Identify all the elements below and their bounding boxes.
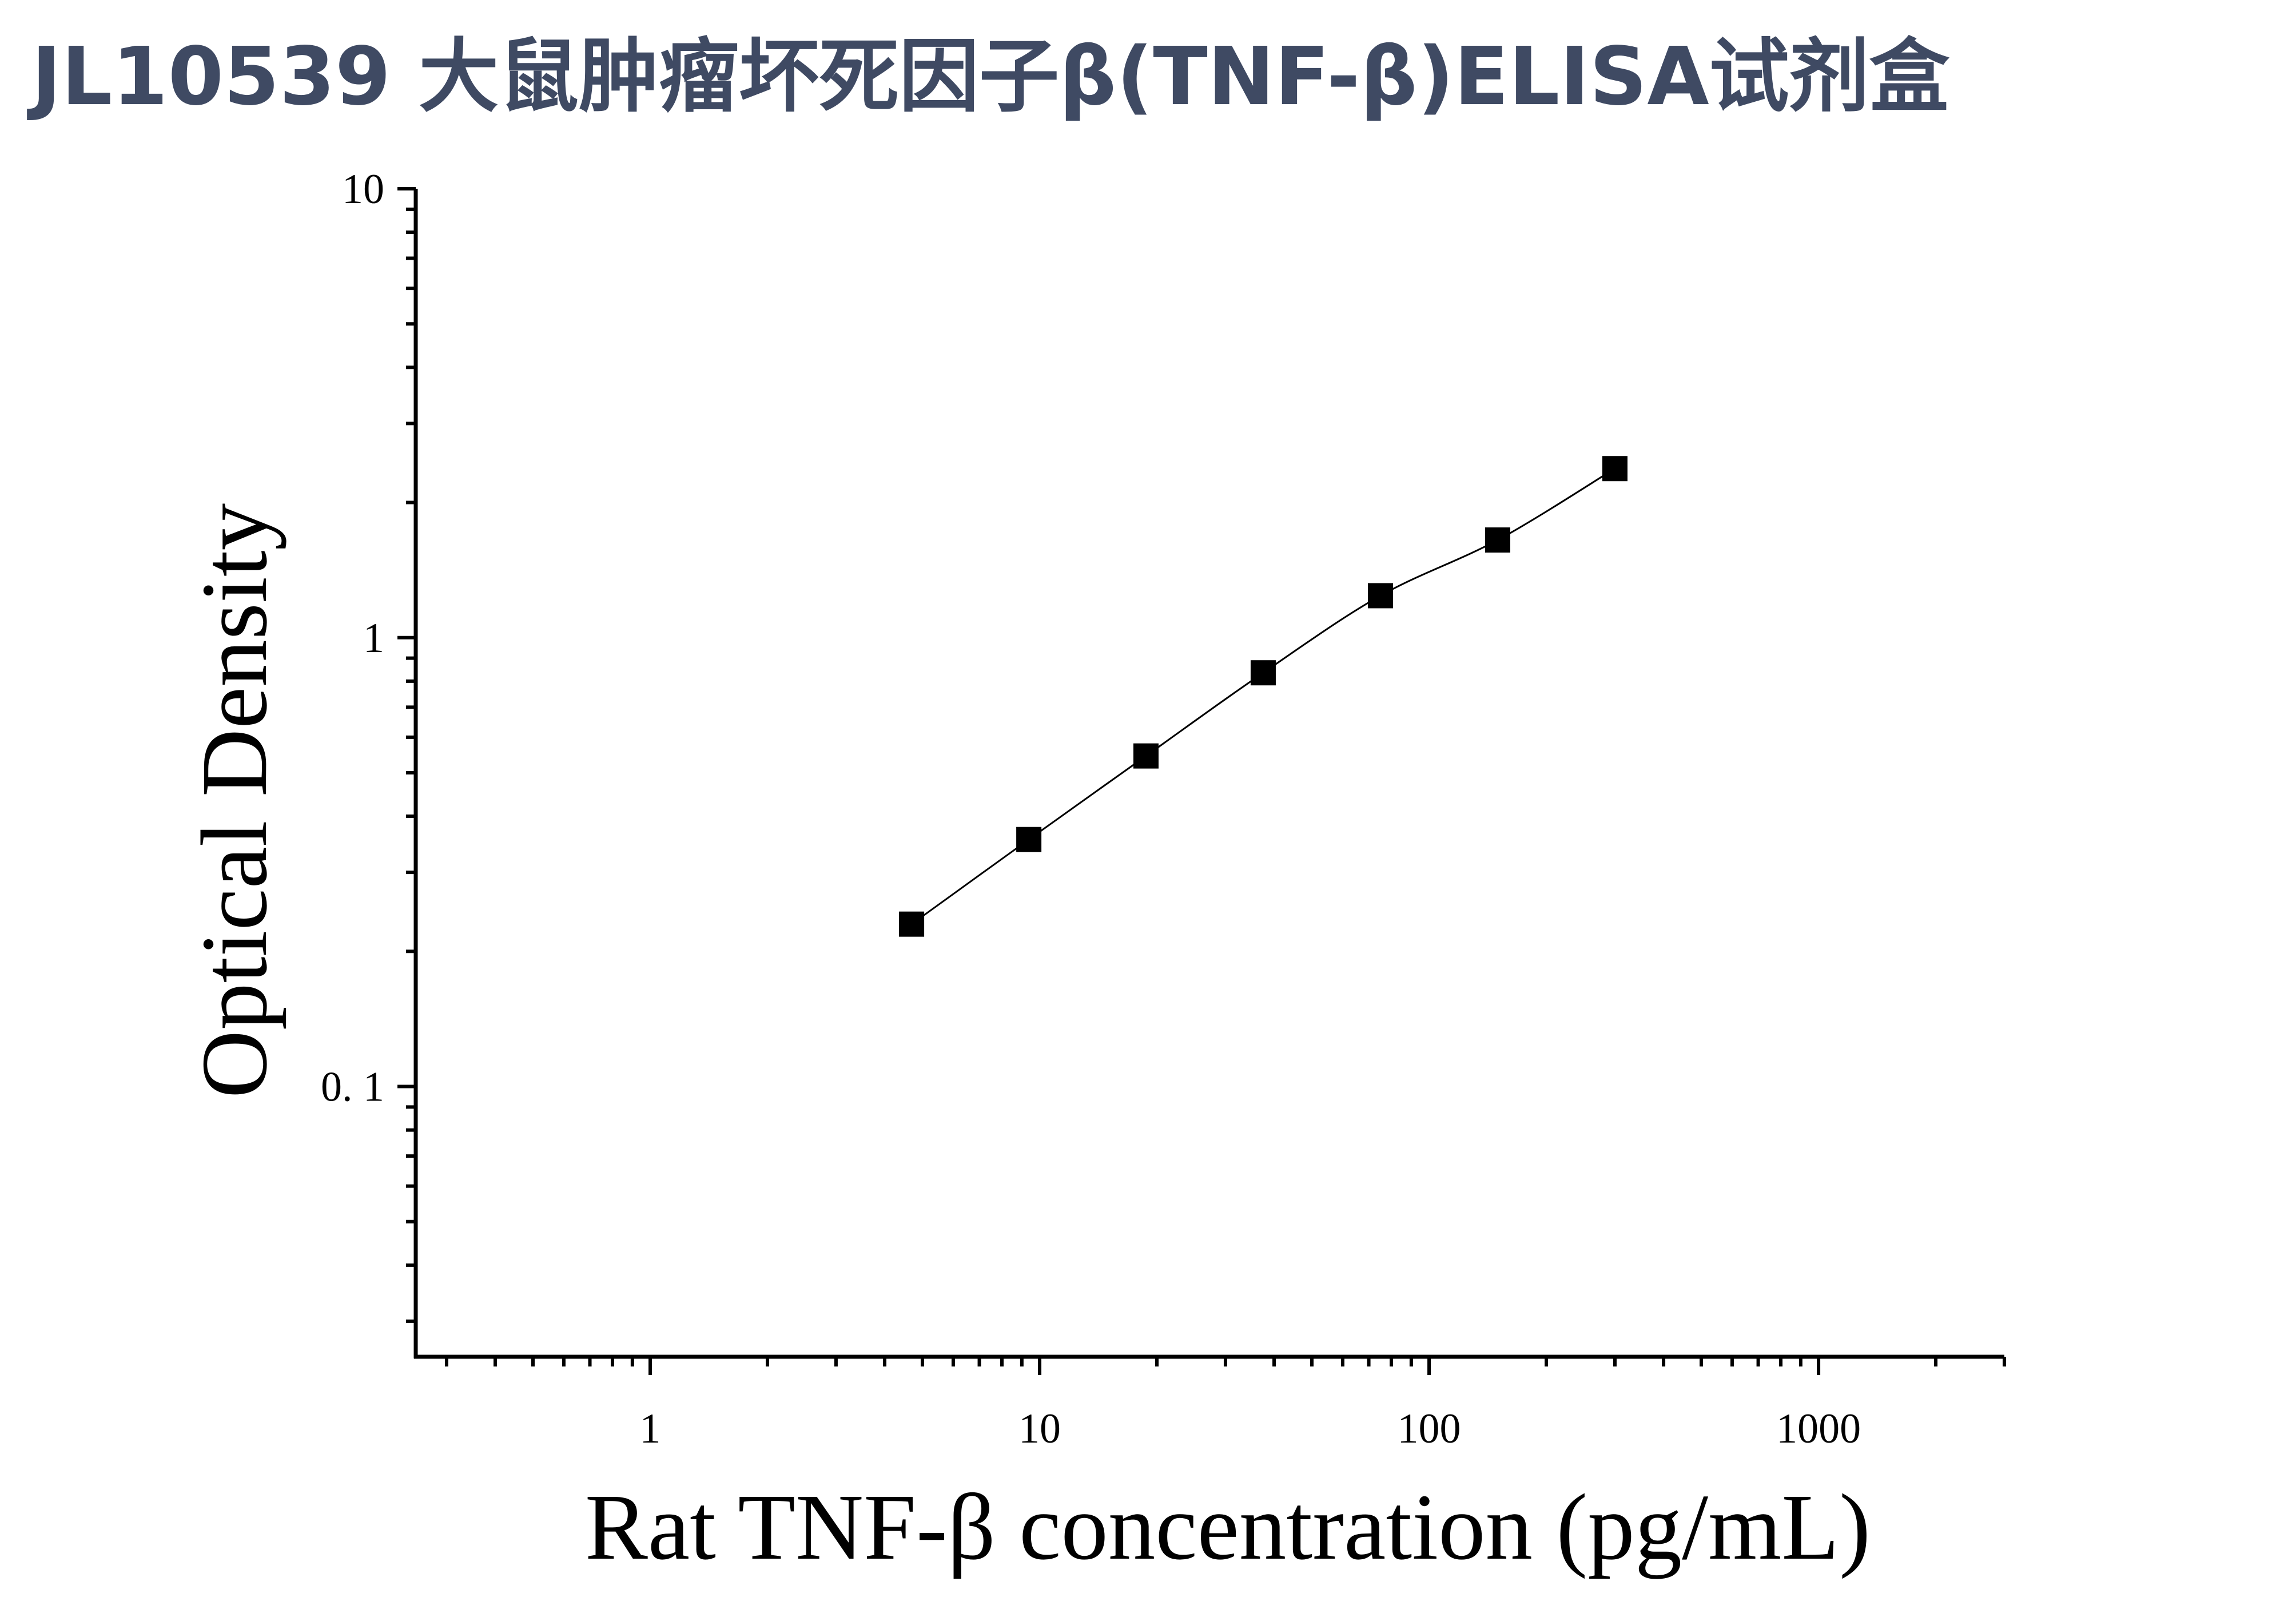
chart-tick-labels: 1 10 100 1000 0. 1 1 10 (321, 166, 1861, 1452)
x-axis-label: Rat TNF-β concentration (pg/mL) (585, 1475, 1871, 1579)
data-point (1602, 456, 1628, 482)
chart-points (899, 456, 1628, 937)
chart-axes (413, 189, 2004, 1359)
data-point (1016, 827, 1042, 852)
x-tick-label: 1 (640, 1405, 661, 1452)
data-point (899, 911, 925, 937)
y-axis-label: Optical Density (182, 503, 286, 1098)
x-tick-label: 100 (1398, 1405, 1461, 1452)
chart-title: JL10539 大鼠肿瘤坏死因子β(TNF-β)ELISA试剂盒 (31, 30, 1949, 124)
data-point (1367, 583, 1393, 609)
y-tick-label: 10 (342, 166, 384, 213)
x-tick-label: 1000 (1776, 1405, 1861, 1452)
y-tick-label: 1 (363, 615, 384, 662)
y-tick-label: 0. 1 (321, 1064, 384, 1111)
x-tick-label: 10 (1018, 1405, 1061, 1452)
chart-ticks (397, 187, 2006, 1375)
data-point (1485, 527, 1510, 553)
data-point (1250, 660, 1276, 686)
data-point (1133, 743, 1159, 769)
